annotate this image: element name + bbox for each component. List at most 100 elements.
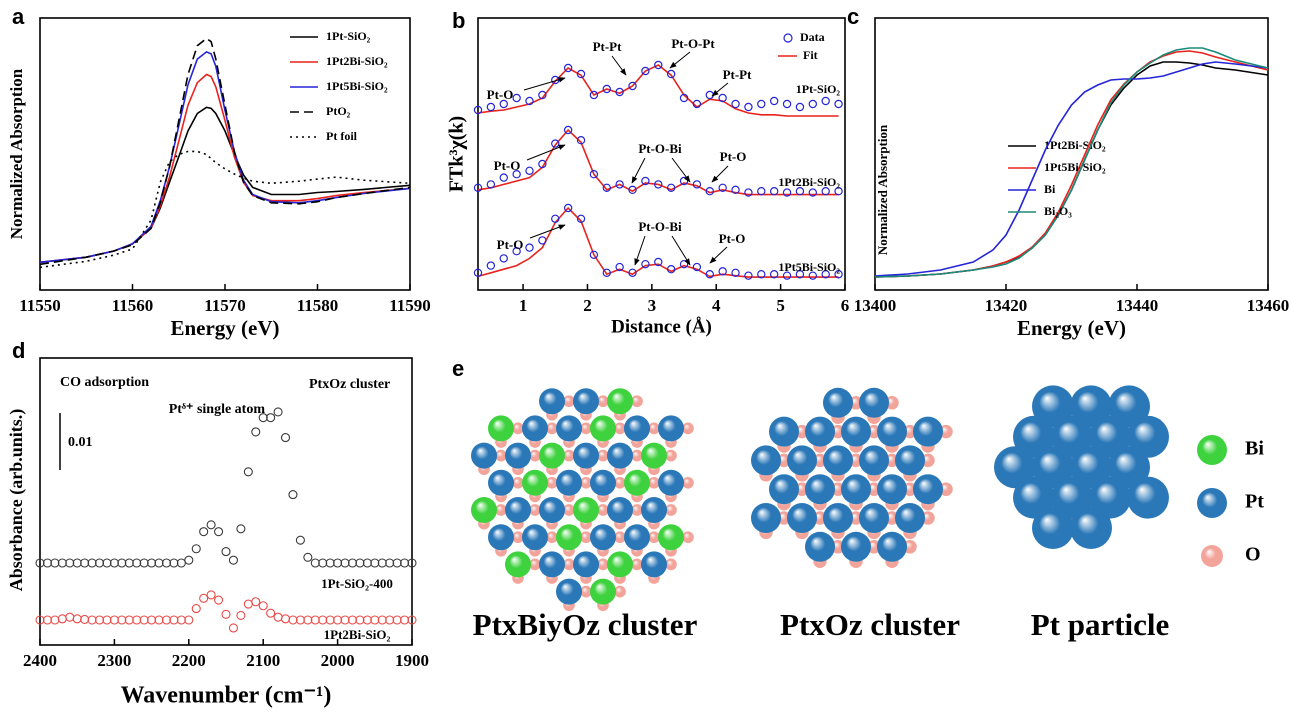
data-point bbox=[259, 602, 267, 610]
panel-label: b bbox=[452, 8, 465, 33]
data-point bbox=[103, 559, 111, 567]
atom bbox=[841, 474, 871, 504]
data-point bbox=[43, 616, 51, 624]
data-point bbox=[222, 548, 230, 556]
annotation: CO adsorption bbox=[60, 375, 149, 390]
scale-bar-label: 0.01 bbox=[68, 435, 93, 450]
data-point bbox=[401, 616, 409, 624]
data-point bbox=[170, 616, 178, 624]
atom bbox=[556, 579, 582, 605]
atom bbox=[787, 503, 817, 533]
atom bbox=[539, 497, 565, 523]
data-point bbox=[73, 615, 81, 623]
atom bbox=[505, 443, 531, 469]
annotation: Pt-O bbox=[720, 149, 747, 164]
data-point bbox=[706, 91, 713, 98]
data-point bbox=[371, 616, 379, 624]
data-point bbox=[229, 624, 237, 632]
atom bbox=[895, 503, 925, 533]
data-point bbox=[319, 559, 327, 567]
data-point bbox=[81, 615, 89, 623]
annotation: Ptᵟ⁺ single atom bbox=[169, 402, 266, 417]
data-point bbox=[311, 559, 319, 567]
atom bbox=[624, 470, 650, 496]
atom bbox=[1032, 507, 1074, 549]
data-point bbox=[319, 616, 327, 624]
annotation-arrow bbox=[527, 145, 565, 160]
legend-label: 1Pt5Bi-SiO₂ bbox=[326, 79, 388, 93]
annotation-arrow bbox=[632, 158, 645, 183]
atom bbox=[658, 415, 684, 441]
atom bbox=[823, 503, 853, 533]
trace-label: 1Pt-SiO₂-400 bbox=[321, 576, 393, 591]
x-tick-label: 2000 bbox=[321, 651, 355, 670]
legend-label: 1Pt2Bi-SiO₂ bbox=[1044, 138, 1106, 152]
y-axis-label: Normalized Absorption bbox=[875, 124, 890, 255]
structure-label: PtxOz cluster bbox=[780, 607, 960, 642]
data-point bbox=[783, 100, 790, 107]
atom bbox=[751, 503, 781, 533]
data-point bbox=[237, 525, 245, 533]
atom bbox=[913, 417, 943, 447]
data-point bbox=[487, 262, 494, 269]
x-tick-label: 13400 bbox=[854, 296, 897, 315]
data-point bbox=[103, 616, 111, 624]
x-tick-label: 2400 bbox=[23, 651, 57, 670]
atom bbox=[641, 443, 667, 469]
data-point bbox=[185, 556, 193, 564]
x-tick-label: 6 bbox=[841, 296, 850, 315]
x-tick-label: 5 bbox=[776, 296, 785, 315]
data-point bbox=[267, 609, 275, 617]
data-point bbox=[296, 536, 304, 544]
atom bbox=[488, 524, 514, 550]
atom bbox=[522, 470, 548, 496]
atom bbox=[556, 524, 582, 550]
atom bbox=[488, 415, 514, 441]
legend-label: Pt foil bbox=[326, 129, 358, 143]
atom bbox=[624, 415, 650, 441]
data-point bbox=[693, 181, 700, 188]
data-point bbox=[118, 616, 126, 624]
panel-label: d bbox=[12, 338, 25, 363]
fit-line bbox=[478, 65, 839, 116]
annotation-arrow bbox=[710, 247, 727, 263]
legend-marker bbox=[784, 34, 792, 42]
data-point bbox=[177, 616, 185, 624]
data-point bbox=[274, 408, 282, 416]
annotation-arrow bbox=[612, 56, 626, 75]
atom bbox=[471, 497, 497, 523]
atom bbox=[539, 443, 565, 469]
y-axis-label: FTk³χ(k) bbox=[446, 116, 468, 192]
atom bbox=[607, 443, 633, 469]
atom bbox=[805, 474, 835, 504]
data-point bbox=[43, 559, 51, 567]
data-point bbox=[125, 559, 133, 567]
data-point bbox=[386, 616, 394, 624]
data-point bbox=[487, 181, 494, 188]
atom bbox=[590, 524, 616, 550]
data-point bbox=[110, 616, 118, 624]
data-point bbox=[334, 559, 342, 567]
legend-label: Pt bbox=[1245, 491, 1264, 513]
atom bbox=[805, 417, 835, 447]
atom bbox=[841, 417, 871, 447]
data-point bbox=[215, 528, 223, 536]
data-point bbox=[363, 616, 371, 624]
atom bbox=[913, 474, 943, 504]
x-tick-label: 11560 bbox=[112, 296, 154, 315]
atom bbox=[573, 388, 599, 414]
atom bbox=[522, 524, 548, 550]
data-point bbox=[252, 598, 260, 606]
data-point bbox=[207, 521, 215, 529]
atom bbox=[624, 524, 650, 550]
data-point bbox=[110, 559, 118, 567]
annotation-arrow bbox=[524, 78, 565, 90]
x-tick-label: 11580 bbox=[297, 296, 339, 315]
atom bbox=[877, 417, 907, 447]
legend-label: 1Pt5Bi-SiO₂ bbox=[1044, 160, 1106, 174]
data-point bbox=[282, 434, 290, 442]
atom bbox=[751, 445, 781, 475]
data-point bbox=[140, 559, 148, 567]
annotation: Pt-O-Pt bbox=[671, 36, 715, 51]
data-point bbox=[334, 616, 342, 624]
